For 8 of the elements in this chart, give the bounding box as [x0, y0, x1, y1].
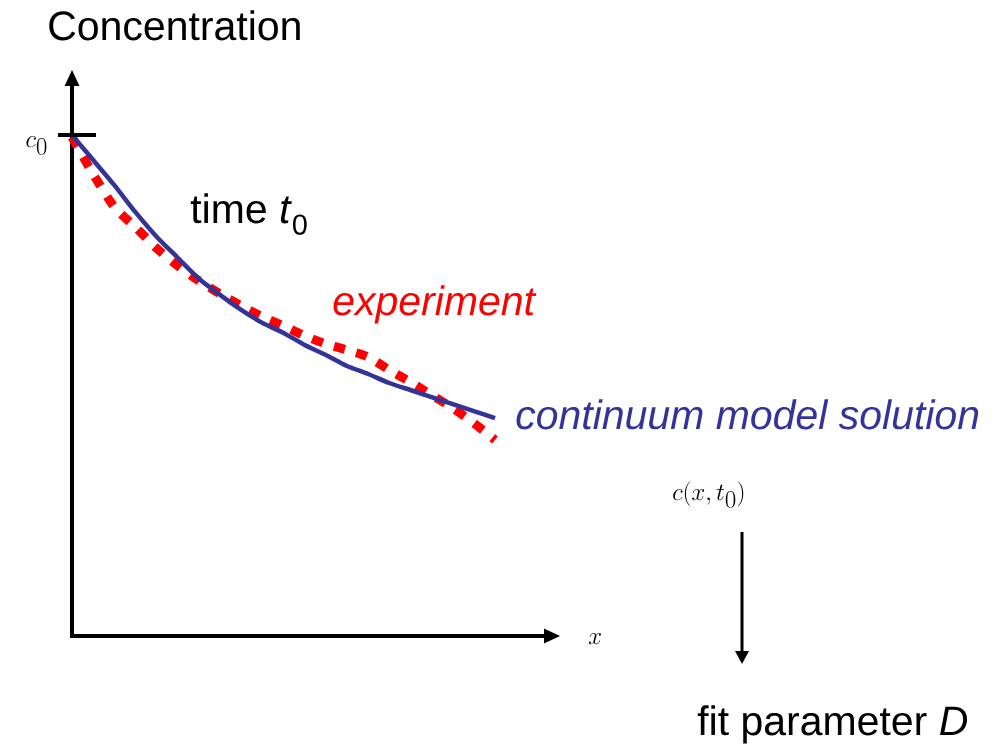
annotation: time t$_{0}$	[190, 193, 307, 235]
series-label: continuum model solution	[516, 399, 979, 430]
text: $x$	[588, 633, 601, 645]
text: fit parameter D	[697, 705, 968, 744]
text: $c_0$	[26, 136, 47, 155]
series-label: experiment	[333, 285, 537, 324]
y-axis-title: Concentration	[49, 10, 300, 41]
text: $c(x,t_0)$	[673, 481, 744, 508]
